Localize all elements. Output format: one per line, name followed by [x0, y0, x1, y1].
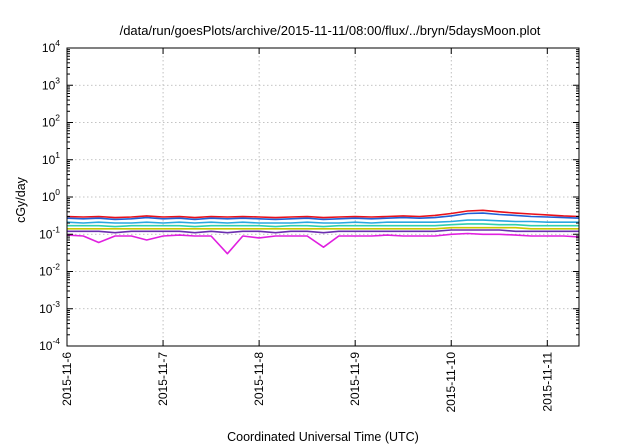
series-line-7 [66, 232, 580, 255]
series-line-3 [66, 219, 579, 224]
series-group [66, 209, 580, 255]
series-line-2 [66, 212, 580, 221]
x-tick-label: 2015-11-6 [60, 352, 74, 406]
y-tick-label: 100 [42, 187, 60, 204]
chart-title: /data/run/goesPlots/archive/2015-11-11/0… [120, 23, 541, 38]
ticks: 104 103 102 101 100 10-1 10-2 10-3 10-42015-11-6… [39, 38, 579, 413]
x-axis-label: Coordinated Universal Time (UTC) [227, 430, 419, 444]
y-tick-label: 101 [42, 150, 60, 167]
x-tick-label: 2015-11-11 [540, 352, 554, 412]
y-tick-label: 103 [42, 75, 60, 92]
grid [67, 48, 579, 346]
x-tick-label: 2015-11-10 [444, 352, 458, 413]
x-tick-label: 2015-11-7 [156, 352, 170, 406]
y-tick-label: 10-4 [39, 336, 60, 353]
y-tick-label: 10-1 [39, 224, 60, 241]
series-line-5 [67, 226, 579, 230]
x-tick-label: 2015-11-8 [252, 352, 266, 406]
series-line-4 [67, 223, 579, 228]
series-line-6 [67, 229, 579, 234]
y-tick-label: 102 [42, 113, 60, 130]
y-axis-label: cGy/day [14, 176, 28, 223]
y-tick-label: 10-3 [39, 299, 60, 316]
y-tick-label: 104 [42, 38, 60, 55]
x-tick-label: 2015-11-9 [348, 352, 362, 406]
series-line-1 [66, 209, 580, 219]
y-tick-label: 10-2 [39, 262, 60, 279]
